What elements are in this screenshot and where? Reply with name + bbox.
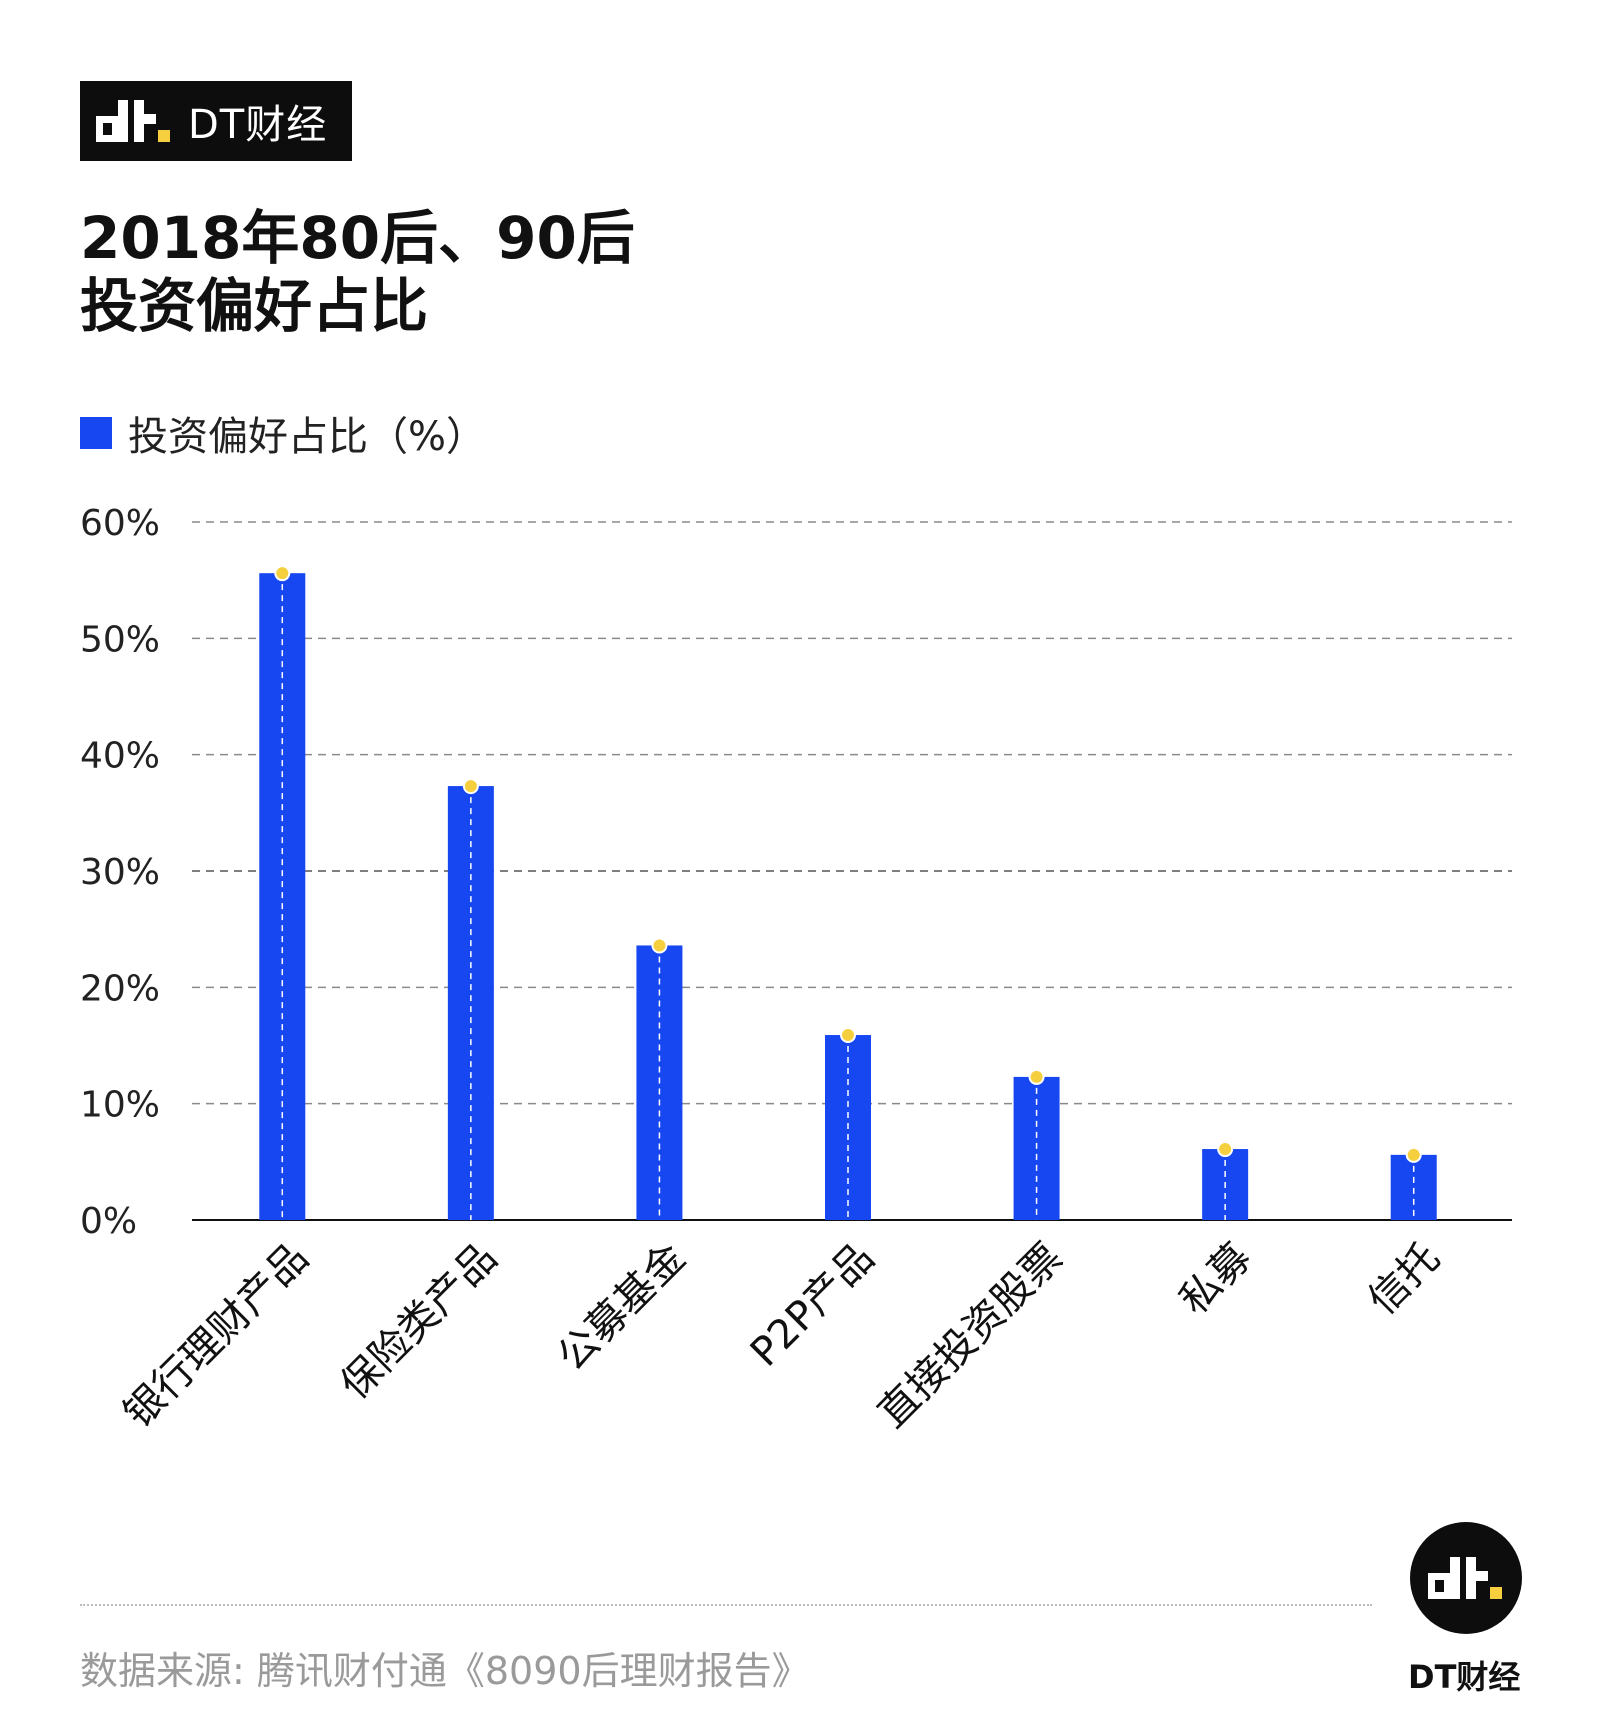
y-tick-label: 60%: [80, 503, 160, 544]
bar: [1390, 1154, 1437, 1220]
brand-name: DT财经: [188, 102, 328, 148]
bar-marker: [1405, 1146, 1422, 1163]
badge-name: DT财经: [1408, 1658, 1521, 1696]
bar: [447, 786, 494, 1220]
brand-logo-block: DT财经: [80, 81, 352, 161]
y-tick-label: 40%: [80, 736, 160, 777]
y-tick-label: 0%: [80, 1201, 137, 1242]
legend-swatch: [80, 417, 112, 449]
chart-title-line-1: 2018年80后、90后: [80, 204, 635, 272]
chart-title-line-2: 投资偏好占比: [80, 272, 429, 340]
y-tick-label: 30%: [80, 852, 160, 893]
y-tick-label: 20%: [80, 968, 160, 1009]
bar-marker: [1217, 1141, 1234, 1158]
footer-divider: [80, 1604, 1372, 1606]
x-category-label: P2P产品: [742, 1235, 883, 1376]
x-category-label: 公募基金: [549, 1235, 695, 1381]
x-category-label: 私募: [1171, 1235, 1260, 1324]
bar-marker: [840, 1027, 856, 1044]
y-tick-label: 50%: [80, 619, 160, 660]
x-category-label: 直接投资股票: [869, 1235, 1071, 1437]
dt-badge-icon: [1428, 1557, 1502, 1599]
x-category-label: 信托: [1360, 1235, 1449, 1324]
x-category-label: 银行理财产品: [115, 1235, 317, 1437]
bar-marker: [1028, 1068, 1045, 1085]
source-note: 数据来源: 腾讯财付通《8090后理财报告》: [80, 1649, 810, 1693]
bar-marker: [651, 937, 668, 954]
x-category-label: 保险类产品: [332, 1235, 506, 1409]
legend-label: 投资偏好占比（%）: [128, 414, 487, 460]
y-tick-label: 10%: [80, 1085, 160, 1126]
dt-logo-icon: [96, 100, 170, 142]
badge-logo: [1410, 1522, 1522, 1634]
legend: 投资偏好占比（%）: [80, 404, 486, 462]
bar-marker: [274, 565, 291, 582]
chart-title: 2018年80后、90后 投资偏好占比: [80, 204, 635, 340]
bar-marker: [462, 778, 479, 795]
